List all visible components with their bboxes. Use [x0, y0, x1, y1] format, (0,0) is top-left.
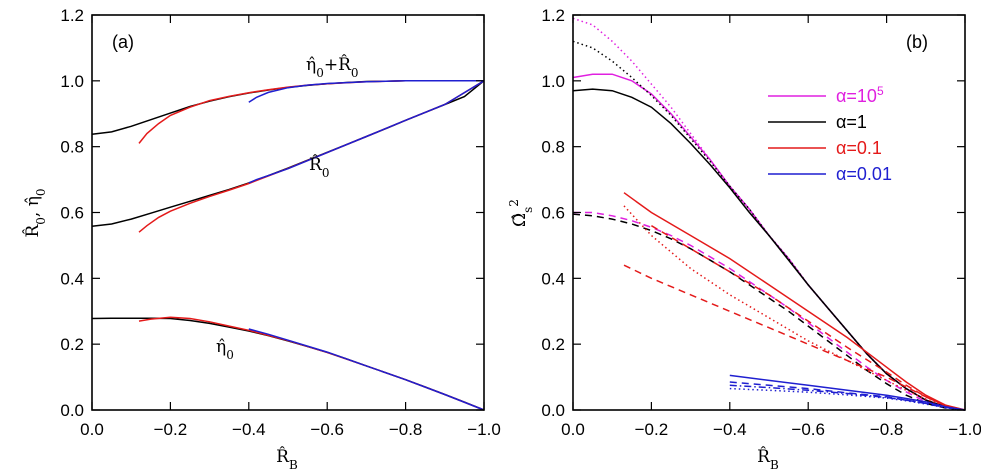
panel-b-axes-frame	[572, 14, 966, 411]
x-tick-label: −0.8	[870, 420, 904, 439]
panel-a-series-red-solid-1	[138, 80, 484, 144]
y-tick-label: 0.6	[60, 204, 84, 223]
panel-b-series-group	[572, 17, 966, 411]
x-tick-label: −1.0	[948, 420, 981, 439]
panel-a-series-black-solid-0	[91, 80, 484, 135]
panel-a-ticks: 0.0 −0.2 −0.4 −0.6 −0.8 −1.0 0.0 0.2 0.4 0.6 0.8 1.…	[60, 6, 500, 439]
legend-label-red: α=0.1	[836, 138, 882, 158]
panel-b-series-red-dashed-8	[623, 264, 966, 411]
panel-b-x-axis-title: R̂B	[757, 447, 779, 471]
x-tick-label: 0.0	[80, 420, 104, 439]
legend-label-magenta: α=105	[836, 84, 884, 106]
panel-a-x-axis-title: R̂B	[276, 447, 298, 471]
panel-b-y-axis-title: Ω̂s2	[507, 199, 535, 227]
panel-b-series-blue-solid-10	[729, 374, 966, 411]
panel-a-y-axis-title: R̂0, η̂0	[23, 188, 48, 237]
panel-b-legend: α=105 α=1 α=0.1 α=0.01	[768, 84, 892, 184]
panel-a-series-blue-solid-2	[248, 80, 484, 103]
panel-a-series-blue-solid-5	[248, 80, 485, 184]
panel-b-series-magenta-solid-0	[572, 73, 966, 411]
panel-b-series-red-dashed-9	[651, 225, 966, 411]
x-tick-label: −0.4	[713, 420, 747, 439]
y-tick-label: 1.0	[541, 72, 565, 91]
y-tick-label: 0.4	[541, 269, 565, 288]
x-tick-label: −0.2	[154, 420, 188, 439]
legend-label-black: α=1	[836, 112, 867, 132]
panel-b-series-magenta-dotted-1	[572, 17, 966, 411]
y-tick-label: 0.0	[541, 401, 565, 420]
y-tick-label: 0.0	[60, 401, 84, 420]
panel-a-series-black-solid-3	[91, 80, 485, 228]
y-tick-label: 0.2	[60, 335, 84, 354]
x-tick-label: −0.2	[635, 420, 669, 439]
y-tick-label: 1.0	[60, 72, 84, 91]
panel-a-series-black-solid-6	[91, 317, 485, 411]
x-tick-label: 0.0	[561, 420, 585, 439]
panel-b-label: (b)	[906, 32, 928, 52]
y-tick-label: 0.4	[60, 269, 84, 288]
panel-a-label: (a)	[112, 32, 134, 52]
panel-b-series-blue-dashed-11	[729, 381, 966, 411]
panel-a-series-group	[91, 80, 485, 411]
y-tick-label: 0.8	[60, 138, 84, 157]
panel-a-series-blue-solid-8	[248, 328, 485, 411]
panel-b-series-red-solid-6	[623, 192, 966, 411]
y-tick-label: 1.2	[60, 6, 84, 25]
legend-label-blue: α=0.01	[836, 164, 892, 184]
panel-a-chart: 0.0 −0.2 −0.4 −0.6 −0.8 −1.0 0.0 0.2 0.4 0.6 0.8 1.…	[23, 6, 501, 471]
panel-a-annotation-r0: R̂0	[309, 155, 329, 180]
y-tick-label: 0.6	[541, 204, 565, 223]
y-tick-label: 1.2	[541, 6, 565, 25]
x-tick-label: −0.6	[791, 420, 825, 439]
panel-b-series-black-solid-3	[572, 88, 966, 411]
y-tick-label: 0.8	[541, 138, 565, 157]
panel-b-series-black-dashed-5	[572, 213, 966, 411]
y-tick-label: 0.2	[541, 335, 565, 354]
panel-a-annotation-eta0: η̂0	[216, 337, 234, 362]
panel-b-ticks: 0.0 −0.2 −0.4 −0.6 −0.8 −1.0 0.0 0.2 0.4 0.6 0.8 1.…	[541, 6, 981, 439]
x-tick-label: −0.6	[310, 420, 344, 439]
panel-a-series-red-solid-7	[138, 316, 485, 411]
x-tick-label: −1.0	[467, 420, 501, 439]
panel-a-annotation-sum: η̂0+R̂0	[306, 55, 359, 80]
panel-b-chart: 0.0 −0.2 −0.4 −0.6 −0.8 −1.0 0.0 0.2 0.4 0.6 0.8 1.…	[507, 6, 981, 471]
panel-b-series-red-dotted-7	[623, 205, 966, 411]
x-tick-label: −0.4	[232, 420, 266, 439]
x-tick-label: −0.8	[389, 420, 423, 439]
